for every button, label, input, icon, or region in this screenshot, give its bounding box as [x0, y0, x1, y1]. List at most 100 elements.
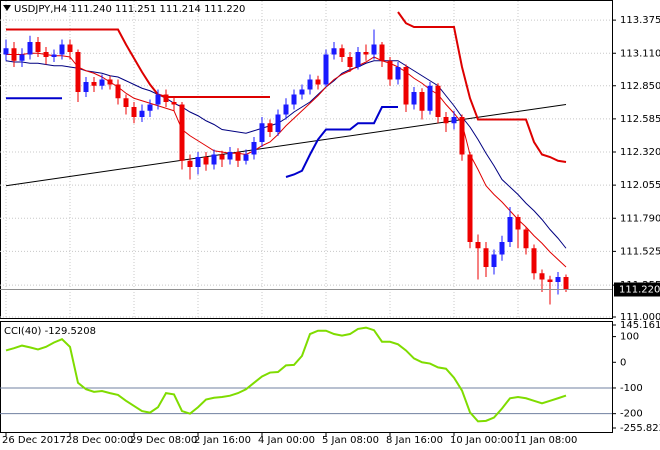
x-tick-label: 10 Jan 00:00	[450, 435, 513, 446]
candle-body	[283, 104, 289, 115]
candle-body	[451, 117, 457, 124]
candle-body	[291, 94, 297, 105]
candle-body	[187, 160, 193, 167]
candle-body	[491, 254, 497, 267]
candle-body	[179, 104, 185, 161]
candle-body	[3, 48, 9, 55]
candle-body	[523, 229, 529, 249]
candle-body	[83, 82, 89, 92]
y-tick-label: 111.790	[620, 213, 660, 224]
x-tick-label: 2 Jan 16:00	[194, 435, 251, 446]
candle-body	[411, 92, 417, 105]
overlay-line	[397, 11, 567, 163]
symbol-marker	[3, 5, 11, 11]
candle-body	[19, 54, 25, 61]
last-price-label: 111.220	[619, 285, 660, 296]
candle-body	[371, 44, 377, 55]
y-tick-label: 145.1615	[620, 320, 660, 331]
candle-body	[59, 44, 65, 55]
candle-body	[507, 217, 513, 242]
candle-body	[403, 67, 409, 105]
candle-body	[387, 60, 393, 80]
candle-body	[99, 79, 105, 86]
candle-body	[555, 277, 561, 282]
candle-body	[419, 92, 425, 111]
candle-body	[131, 107, 137, 117]
candle-body	[211, 154, 217, 165]
candle-body	[155, 94, 161, 105]
candle-body	[107, 79, 113, 85]
y-tick-label: 112.320	[620, 147, 660, 158]
candle-body	[235, 152, 241, 161]
candle-body	[51, 54, 57, 57]
y-tick-label: -200	[620, 409, 643, 420]
candle-body	[531, 248, 537, 274]
candle-body	[331, 48, 337, 55]
candle-body	[339, 48, 345, 57]
candle-body	[547, 279, 553, 282]
candle-body	[251, 142, 257, 155]
candle-body	[435, 85, 441, 117]
y-tick-label: 112.585	[620, 114, 660, 125]
x-tick-label: 29 Dec 08:00	[130, 435, 197, 446]
candle-body	[195, 157, 201, 167]
x-tick-label: 8 Jan 16:00	[386, 435, 443, 446]
candle-body	[203, 157, 209, 165]
y-tick-label: -100	[620, 383, 643, 394]
candle-body	[499, 242, 505, 255]
candle-body	[147, 104, 153, 111]
price-panel-frame	[0, 0, 613, 319]
candle-body	[91, 82, 97, 86]
candle-body	[379, 44, 385, 61]
x-tick-label: 4 Jan 00:00	[258, 435, 315, 446]
candle-body	[67, 44, 73, 52]
x-tick-label: 5 Jan 08:00	[322, 435, 379, 446]
candle-body	[323, 54, 329, 85]
candle-body	[475, 242, 481, 249]
cci-panel-frame	[0, 321, 613, 433]
candle-body	[35, 42, 41, 52]
candle-body	[563, 277, 569, 290]
candle-body	[347, 57, 353, 67]
candle-body	[259, 123, 265, 142]
last-price-box	[614, 282, 660, 297]
x-tick-label: 28 Dec 00:00	[66, 435, 133, 446]
candle-body	[163, 94, 169, 102]
candle-body	[243, 154, 249, 161]
candle-body	[427, 85, 433, 111]
x-tick-label: 26 Dec 2017	[2, 435, 66, 446]
y-tick-label: -255.8239	[620, 423, 660, 434]
y-tick-label: 113.375	[620, 15, 660, 26]
overlay-line	[6, 52, 567, 268]
candle-body	[459, 117, 465, 155]
candle-body	[275, 114, 281, 132]
overlay-line	[285, 106, 398, 178]
y-tick-label: 0	[620, 357, 626, 368]
candle-body	[227, 152, 233, 160]
candle-body	[483, 248, 489, 267]
overlay-line	[6, 28, 270, 98]
candle-body	[219, 154, 225, 160]
candle-body	[139, 110, 145, 117]
candle-body	[467, 154, 473, 242]
candle-body	[171, 102, 177, 105]
y-tick-label: 111.000	[620, 312, 660, 323]
cci-title: CCI(40) -129.5208	[4, 326, 96, 337]
candle-body	[27, 42, 33, 55]
candle-body	[355, 52, 361, 67]
candle-body	[123, 98, 129, 107]
candle-body	[299, 89, 305, 95]
candle-body	[315, 79, 321, 85]
y-tick-label: 111.525	[620, 246, 660, 257]
y-tick-label: 100	[620, 332, 639, 343]
cci-line	[5, 326, 567, 423]
candle-body	[43, 52, 49, 57]
candle-body	[307, 79, 313, 90]
candle-body	[443, 117, 449, 124]
price-title: USDJPY,H4 111.240 111.251 111.214 111.22…	[14, 4, 245, 15]
y-tick-label: 112.850	[620, 81, 660, 92]
candle-body	[539, 273, 545, 280]
y-tick-label: 113.110	[620, 48, 660, 59]
